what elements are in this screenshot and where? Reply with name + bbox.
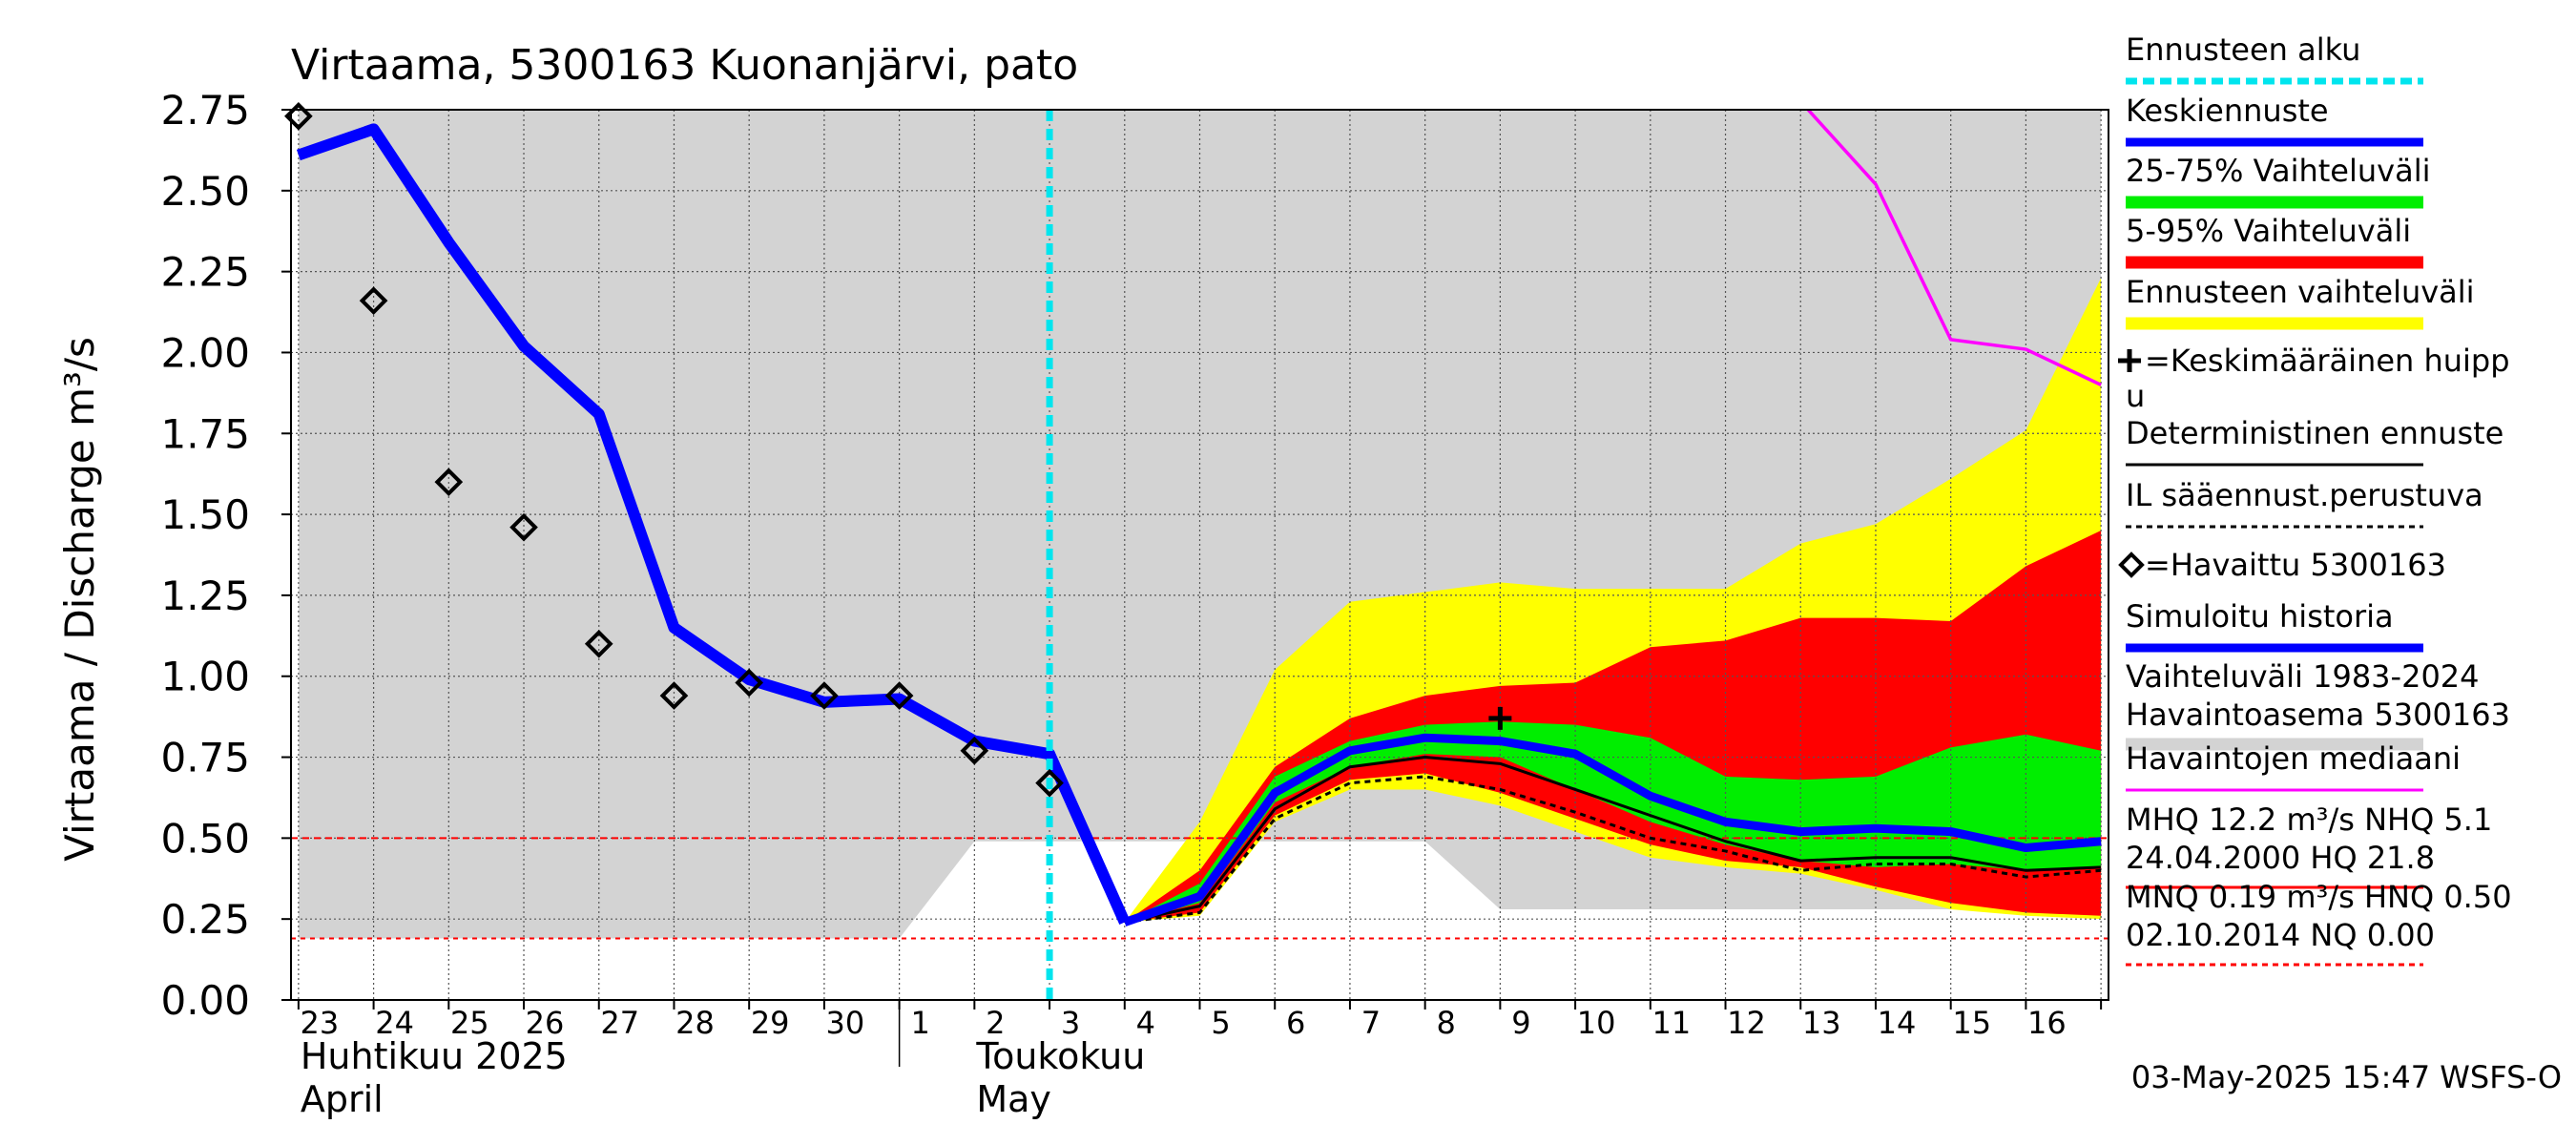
x-tick-label: 4: [1136, 1005, 1155, 1041]
x-tick-label: 14: [1878, 1005, 1917, 1041]
observed-point: [884, 681, 914, 710]
y-tick-label: 0.25: [160, 896, 250, 943]
legend-label: =Keskimääräinen huipp: [2145, 343, 2510, 379]
simulated-history-line: [296, 123, 1131, 926]
y-tick-label: 1.00: [160, 654, 250, 700]
observed-median-line: [1806, 110, 2102, 386]
y-axis-label: Virtaama / Discharge m³/s: [56, 337, 103, 862]
plot-area: [291, 110, 2109, 1000]
legend-label: IL sääennust.perustuva: [2126, 477, 2483, 513]
legend-label: Deterministinen ennuste: [2126, 415, 2503, 451]
y-tick-label: 2.50: [160, 168, 250, 215]
legend-item: Simuloitu historia: [2126, 598, 2423, 653]
x-tick-label: 7: [1361, 1005, 1381, 1041]
y-tick-label: 1.75: [160, 410, 250, 457]
x-tick-label: 23: [301, 1005, 340, 1041]
legend-label: Simuloitu historia: [2126, 598, 2394, 635]
legend-item: 25-75% Vaihteluväli: [2126, 153, 2430, 209]
y-tick-label: 2.25: [160, 249, 250, 296]
x-tick-label: 10: [1577, 1005, 1616, 1041]
legend-label: 5-95% Vaihteluväli: [2126, 213, 2411, 249]
legend-item: MHQ 12.2 m³/s NHQ 5.124.04.2000 HQ 21.8: [2126, 802, 2492, 889]
legend-item: Keskiennuste: [2126, 93, 2423, 147]
observed-point: [659, 681, 689, 710]
observed-point: [1035, 768, 1064, 798]
legend-label: Keskiennuste: [2126, 93, 2329, 129]
y-tick-label: 2.75: [160, 87, 250, 134]
legend-label: 25-75% Vaihteluväli: [2126, 153, 2430, 189]
y-tick-label: 0.50: [160, 815, 250, 862]
x-tick-label: 28: [675, 1005, 715, 1041]
legend-label: Vaihteluväli 1983-2024: [2126, 658, 2480, 695]
legend-label-line2: 24.04.2000 HQ 21.8: [2126, 840, 2435, 876]
axes: 0.00 0.25 0.50 0.75 1.00 1.25 1.50 1.75 2.00 2.25…: [160, 87, 2109, 1120]
x-tick-label: 2: [986, 1005, 1005, 1041]
month-label-fi: Huhtikuu 2025: [301, 1035, 568, 1077]
observed-point: [810, 681, 839, 710]
legend-item: Ennusteen alku: [2126, 31, 2423, 85]
x-tick-label: 16: [2027, 1005, 2067, 1041]
legend-label: MNQ 0.19 m³/s HNQ 0.50: [2126, 879, 2512, 915]
observed-point: [960, 736, 989, 765]
observed-point: [584, 629, 613, 658]
mean-peak-marker: [1488, 706, 1512, 730]
x-tick-label: 9: [1511, 1005, 1530, 1041]
y-tick-label: 1.25: [160, 572, 250, 619]
observed-point: [434, 468, 464, 496]
x-tick-label: 26: [526, 1005, 565, 1041]
observed-point: [735, 668, 764, 697]
month-label-en: April: [301, 1078, 384, 1120]
legend-label-line2: u: [2126, 378, 2145, 414]
legend-item: 5-95% Vaihteluväli: [2126, 213, 2423, 269]
y-tick-label: 0.00: [160, 977, 250, 1024]
y-tick-label: 1.50: [160, 491, 250, 538]
legend-label: =Havaittu 5300163: [2145, 547, 2446, 583]
x-tick-label: 15: [1952, 1005, 1991, 1041]
x-tick-label: 8: [1436, 1005, 1455, 1041]
x-tick-label: 24: [375, 1005, 414, 1041]
x-tick-label: 11: [1652, 1005, 1691, 1041]
x-tick-label: 5: [1211, 1005, 1230, 1041]
x-tick-label: 30: [826, 1005, 865, 1041]
legend: Ennusteen alku Keskiennuste 25-75% Vaihtel…: [2118, 31, 2512, 967]
x-tick-label: 1: [910, 1005, 929, 1041]
il-weather-forecast-line: [1124, 775, 2102, 925]
month-label-fi: Toukokuu: [975, 1035, 1145, 1077]
x-tick-label: 29: [751, 1005, 790, 1041]
legend-item: Havaintojen mediaani: [2126, 740, 2461, 792]
legend-item: Deterministinen ennuste: [2126, 415, 2503, 467]
x-tick-label: 25: [450, 1005, 489, 1041]
x-tick-label: 6: [1286, 1005, 1305, 1041]
legend-item: Ennusteen vaihteluväli: [2126, 274, 2475, 330]
legend-label: Ennusteen vaihteluväli: [2126, 274, 2475, 310]
x-tick-label: 13: [1802, 1005, 1841, 1041]
x-tick-label: 27: [600, 1005, 639, 1041]
chart-title: Virtaama, 5300163 Kuonanjärvi, pato: [291, 41, 1078, 90]
legend-item: =Havaittu 5300163: [2118, 547, 2446, 583]
deterministic-forecast-line: [1124, 756, 2102, 925]
p25-75-band: [1124, 721, 2102, 923]
observed-point: [509, 512, 538, 542]
legend-item: Vaihteluväli 1983-2024 Havaintoasema 530…: [2126, 658, 2510, 751]
legend-item: IL sääennust.perustuva: [2126, 477, 2483, 529]
mean-forecast-line: [1123, 733, 2102, 926]
legend-label: MHQ 12.2 m³/s NHQ 5.1: [2126, 802, 2492, 838]
x-tick-label: 12: [1727, 1005, 1766, 1041]
legend-plus-icon: [2118, 349, 2141, 372]
legend-label: Havaintojen mediaani: [2126, 740, 2461, 777]
legend-label-line2: 02.10.2014 NQ 0.00: [2126, 917, 2435, 953]
observed-point: [359, 286, 388, 315]
y-tick-label: 2.00: [160, 329, 250, 376]
x-tick-label: 3: [1061, 1005, 1080, 1041]
month-label-en: May: [976, 1078, 1051, 1120]
legend-diamond-icon: [2118, 552, 2145, 578]
timestamp: 03-May-2025 15:47 WSFS-O: [2131, 1059, 2562, 1095]
y-tick-label: 0.75: [160, 735, 250, 781]
legend-label: Ennusteen alku: [2126, 31, 2360, 68]
legend-label-line2: Havaintoasema 5300163: [2126, 697, 2510, 733]
